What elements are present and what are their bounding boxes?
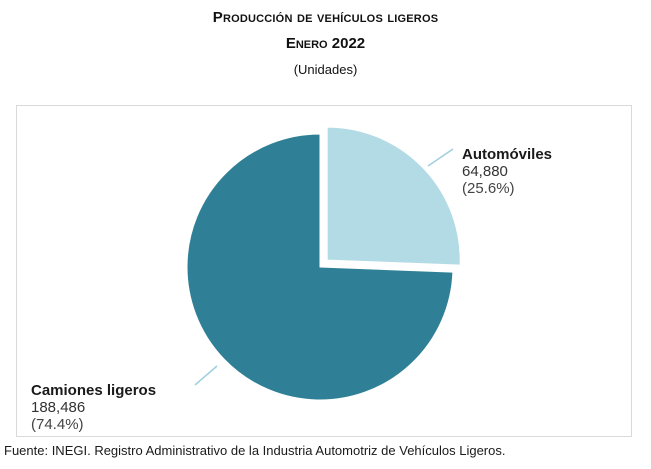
leader-line-automoviles [427, 148, 454, 167]
slice-automoviles [326, 126, 461, 266]
slice-value-automoviles: 64,880 [462, 163, 508, 180]
slice-value-camiones-ligeros: 188,486 [31, 399, 86, 416]
chart-units: (Unidades) [293, 62, 358, 77]
label-automoviles: Automóviles 64,880 (25.6%) [462, 146, 552, 197]
chart-subtitle: Enero 2022 [285, 35, 366, 52]
slice-percent-camiones-ligeros: (74.4%) [31, 416, 84, 433]
source-note: Fuente: INEGI. Registro Administrativo d… [4, 443, 506, 458]
chart-title: Producción de vehículos ligeros [212, 9, 439, 26]
slice-percent-automoviles: (25.6%) [462, 180, 515, 197]
leader-line-camiones-ligeros [194, 365, 218, 386]
label-camiones-ligeros: Camiones ligeros 188,486 (74.4%) [31, 382, 156, 433]
chart-frame [16, 105, 632, 437]
slice-camiones-ligeros [186, 133, 454, 401]
slice-name-automoviles: Automóviles [462, 146, 553, 163]
slice-name-camiones-ligeros: Camiones ligeros [31, 382, 157, 399]
